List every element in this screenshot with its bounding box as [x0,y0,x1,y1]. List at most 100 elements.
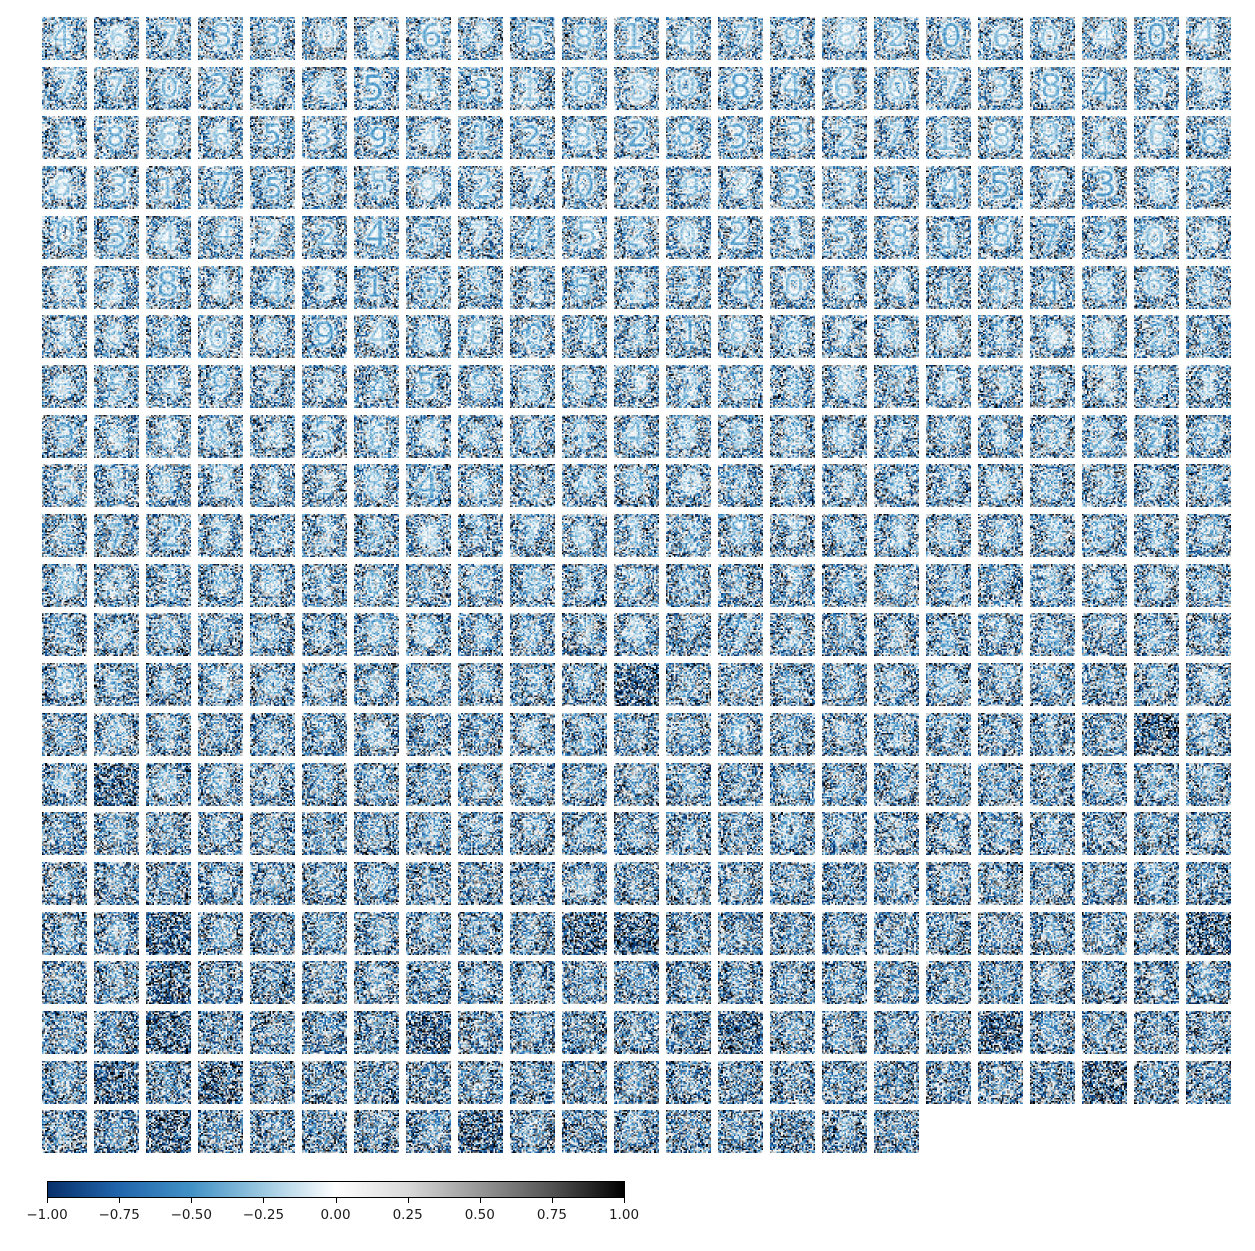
digit-tile [666,762,711,806]
digit-tile [250,364,295,408]
digit-tile [822,215,867,259]
digit-tile [666,17,711,60]
digit-tile [978,563,1023,607]
digit-tile [94,1110,139,1154]
digit-tile [562,116,607,160]
digit-tile [822,464,867,508]
digit-tile [94,265,139,309]
digit-tile [510,961,555,1005]
digit-tile [510,215,555,259]
digit-tile [1082,17,1127,60]
digit-tile [1134,613,1179,657]
digit-tile [822,265,867,309]
digit-tile [42,861,87,905]
digit-tile [718,613,763,657]
digit-tile [770,1110,815,1154]
digit-tile [458,712,503,756]
digit-tile [42,265,87,309]
digit-tile [1030,166,1075,210]
digit-tile [822,17,867,60]
digit-tile [770,215,815,259]
digit-tile [302,464,347,508]
digit-tile [458,861,503,905]
colorbar-tick [263,1198,265,1203]
digit-tile [406,414,451,458]
digit-tile [510,1110,555,1154]
digit-tile [1186,464,1231,508]
digit-tile [770,812,815,856]
digit-tile [250,762,295,806]
digit-tile [250,514,295,557]
digit-tile [562,812,607,856]
digit-tile [978,464,1023,508]
digit-tile [1030,961,1075,1005]
digit-tile [666,712,711,756]
digit-tile [302,315,347,359]
colorbar-tick [624,1198,625,1203]
digit-tile [1186,166,1231,210]
digit-tile [1186,911,1231,955]
digit-tile [926,215,971,259]
digit-tile [510,265,555,309]
digit-tile [1082,563,1127,607]
digit-tile [94,1011,139,1054]
digit-tile [1030,911,1075,955]
digit-tile [146,265,191,309]
digit-tile [614,414,659,458]
digit-tile [822,66,867,110]
digit-tile [1186,116,1231,160]
digit-tile [354,911,399,955]
digit-tile [458,812,503,856]
digit-tile [874,1011,919,1054]
colorbar-tick-label: −0.75 [98,1207,140,1223]
digit-tile [874,812,919,856]
digit-tile [822,961,867,1005]
digit-tile [1030,66,1075,110]
digit-tile [770,17,815,60]
colorbar: −1.00 −0.75 −0.50 −0.25 0.00 0.25 0.50 0.75 1.00 [26,1181,639,1223]
digit-tile [510,911,555,955]
digit-tile [1134,17,1179,60]
digit-tile [822,1060,867,1104]
digit-tile [874,712,919,756]
digit-tile [1186,762,1231,806]
digit-tile [354,861,399,905]
digit-tile [718,911,763,955]
digit-tile [718,116,763,160]
digit-tile [406,265,451,309]
digit-tile [250,911,295,955]
digit-tile [718,1060,763,1104]
digit-tile [250,961,295,1005]
digit-tile [94,17,139,60]
digit-tile [874,364,919,408]
digit-tile [562,17,607,60]
digit-tile [926,1060,971,1104]
digit-tile [770,1011,815,1054]
digit-tile [770,961,815,1005]
digit-tile [770,464,815,508]
digit-tile [1186,663,1231,707]
digit-tile [1082,464,1127,508]
digit-tile [822,514,867,557]
digit-tile [874,166,919,210]
digit-tile [1134,663,1179,707]
digit-tile [354,961,399,1005]
digit-tile [666,464,711,508]
digit-tile [510,166,555,210]
digit-tile [42,364,87,408]
digit-tile [458,1011,503,1054]
digit-tile [718,265,763,309]
digit-tile [614,17,659,60]
digit-tile [1186,961,1231,1005]
digit-tile [302,563,347,607]
digit-tile [770,563,815,607]
digit-tile [614,861,659,905]
digit-tile [978,414,1023,458]
digit-tile [1134,315,1179,359]
digit-tile [1082,861,1127,905]
digit-tile [94,66,139,110]
digit-tile [250,265,295,309]
digit-tile [458,961,503,1005]
digit-tile [354,663,399,707]
digit-tile [770,911,815,955]
